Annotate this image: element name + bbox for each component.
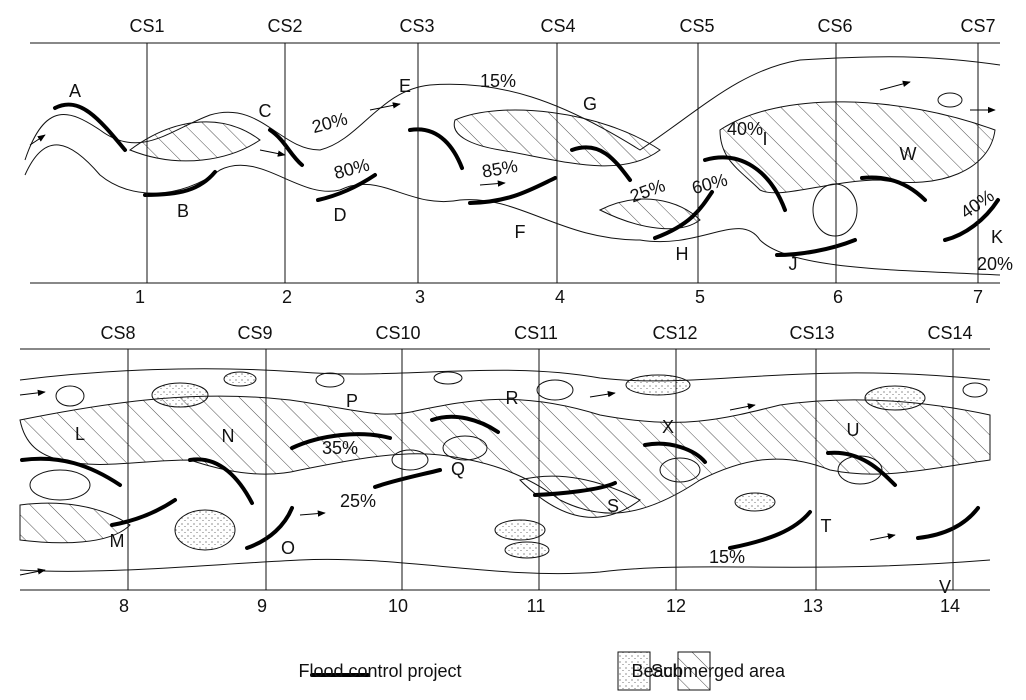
site-label: D	[334, 205, 347, 225]
percentage-label: 85%	[480, 156, 519, 182]
percentage-label: 15%	[709, 547, 745, 567]
site-label: V	[939, 577, 951, 597]
section-number: 10	[388, 596, 408, 616]
site-label: W	[900, 144, 917, 164]
percentage-label: 20%	[977, 254, 1013, 274]
legend-label: Flood control project	[298, 661, 461, 681]
section-label: CS7	[960, 16, 995, 36]
section-label: CS5	[679, 16, 714, 36]
site-label: P	[346, 391, 358, 411]
flood-projects	[20, 102, 1000, 550]
site-label: C	[259, 101, 272, 121]
section-label: CS2	[267, 16, 302, 36]
site-label: T	[821, 516, 832, 536]
section-label: CS12	[652, 323, 697, 343]
section-number: 6	[833, 287, 843, 307]
section-label: CS9	[237, 323, 272, 343]
section-number: 14	[940, 596, 960, 616]
percentage-label: 20%	[310, 108, 350, 137]
percentage-label: 35%	[322, 438, 358, 458]
percentage-label: 40%	[727, 119, 763, 139]
percentage-label: 25%	[340, 491, 376, 511]
section-label: CS13	[789, 323, 834, 343]
frame	[20, 42, 1000, 591]
section-number: 1	[135, 287, 145, 307]
percentage-label: 60%	[690, 169, 730, 198]
section-number: 4	[555, 287, 565, 307]
section-number: 9	[257, 596, 267, 616]
percentage-label: 15%	[480, 71, 516, 91]
section-label: CS3	[399, 16, 434, 36]
site-label: J	[789, 254, 798, 274]
site-label: E	[399, 76, 411, 96]
site-label: K	[991, 227, 1003, 247]
section-label: CS14	[927, 323, 972, 343]
site-label: B	[177, 201, 189, 221]
legend	[310, 651, 711, 691]
site-label: I	[762, 129, 767, 149]
site-label: U	[847, 420, 860, 440]
section-label: CS11	[514, 323, 558, 343]
site-label: X	[662, 417, 674, 437]
section-number: 8	[119, 596, 129, 616]
site-label: A	[69, 81, 81, 101]
site-label: L	[75, 424, 85, 444]
site-label: R	[506, 388, 519, 408]
section-label: CS4	[540, 16, 575, 36]
section-number: 3	[415, 287, 425, 307]
section-number: 11	[527, 596, 546, 616]
site-label: N	[222, 426, 235, 446]
site-label: G	[583, 94, 597, 114]
site-label: M	[110, 531, 125, 551]
section-number: 5	[695, 287, 705, 307]
section-number: 2	[282, 287, 292, 307]
section-label: CS1	[129, 16, 164, 36]
section-label: CS6	[817, 16, 852, 36]
percentage-label: 40%	[957, 185, 998, 222]
section-label: CS10	[375, 323, 420, 343]
section-label: CS8	[100, 323, 135, 343]
site-label: S	[607, 496, 619, 516]
site-label: O	[281, 538, 295, 558]
legend-label: Submerged area	[651, 661, 786, 681]
section-number: 13	[803, 596, 823, 616]
section-number: 12	[666, 596, 686, 616]
bottom-channel	[19, 368, 991, 575]
site-label: F	[515, 222, 526, 242]
section-number: 7	[973, 287, 983, 307]
flow-arrows	[19, 80, 996, 576]
site-label: Q	[451, 459, 465, 479]
legend-label: Beach	[631, 661, 682, 681]
site-label: H	[676, 244, 689, 264]
top-channel	[24, 56, 1001, 276]
